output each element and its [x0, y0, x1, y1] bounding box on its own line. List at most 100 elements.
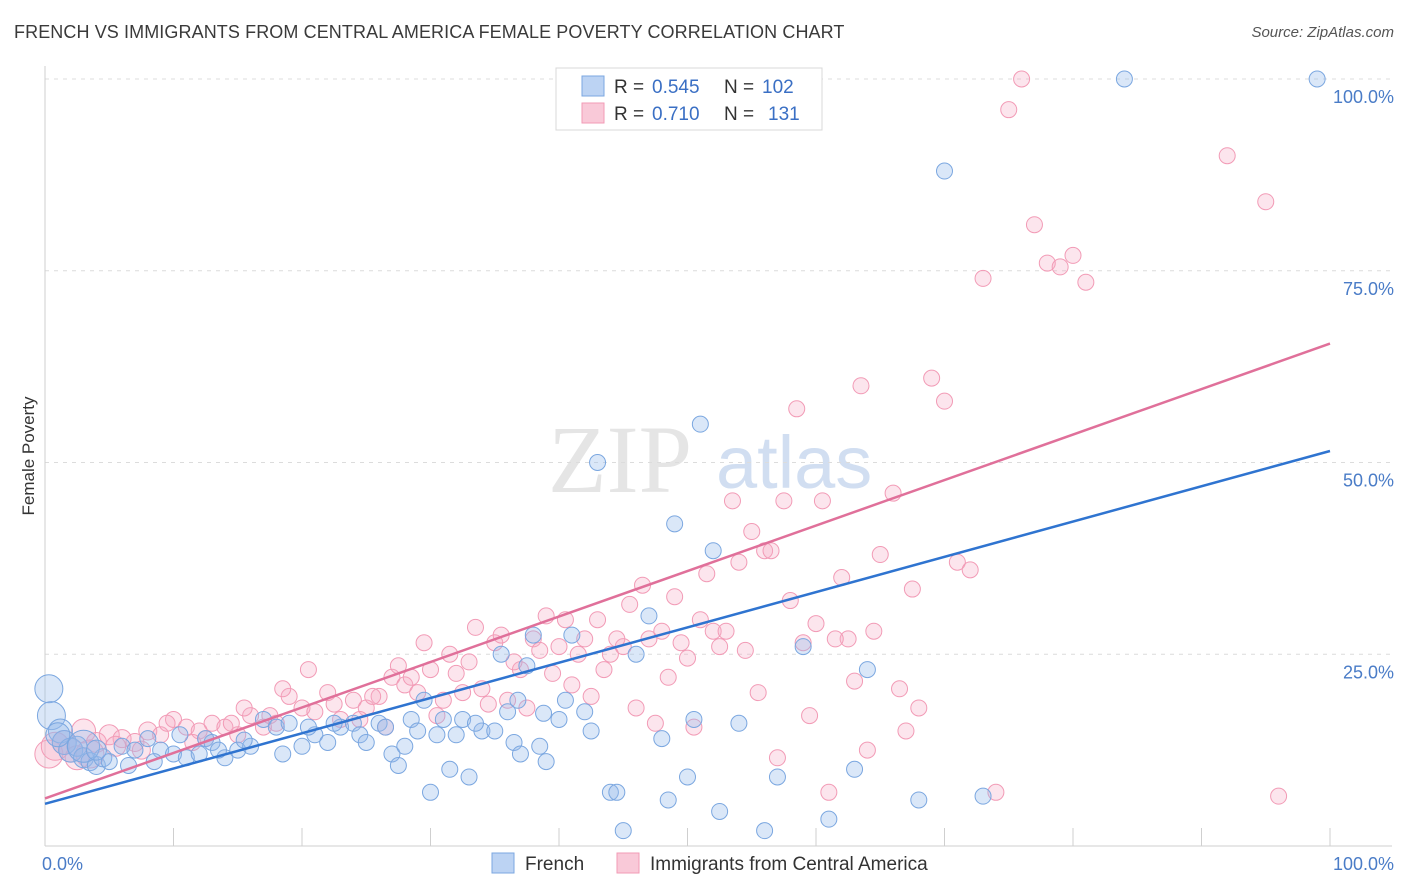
y-tick-labels: 25.0% 50.0% 75.0% 100.0%: [1333, 87, 1394, 682]
immigrants-point: [839, 630, 857, 648]
french-point: [486, 722, 504, 740]
french-point: [640, 607, 658, 625]
immigrants-point: [698, 565, 716, 583]
y-tick-label-50: 50.0%: [1343, 471, 1394, 491]
french-point: [51, 729, 77, 755]
french-point: [537, 753, 555, 771]
immigrants-point: [505, 653, 523, 671]
french-point: [666, 515, 684, 533]
french-point: [267, 718, 285, 736]
french-point: [171, 726, 189, 744]
immigrants-point: [666, 588, 684, 606]
french-point: [460, 768, 478, 786]
french-point: [319, 733, 337, 751]
french-point: [126, 741, 144, 759]
immigrants-point: [499, 691, 517, 709]
immigrants-point: [672, 634, 690, 652]
french-point: [357, 733, 375, 751]
french-point: [820, 810, 838, 828]
bottom-legend: French Immigrants from Central America: [491, 852, 928, 875]
french-point: [466, 714, 484, 732]
legend-n-label-french: N =: [724, 77, 754, 98]
immigrants-point: [936, 392, 953, 410]
immigrants-point: [749, 684, 767, 702]
french-point: [409, 722, 427, 740]
french-point: [274, 745, 292, 763]
french-point: [434, 710, 452, 728]
french-point: [910, 791, 928, 809]
immigrants-point: [846, 672, 864, 690]
french-point: [447, 726, 465, 744]
source-label: Source: ZipAtlas.com: [1251, 24, 1394, 41]
trend-lines: [44, 342, 1331, 806]
french-point: [704, 542, 722, 560]
immigrants-point: [736, 641, 754, 659]
french-point: [563, 626, 581, 644]
french-point: [67, 729, 101, 763]
french-point: [608, 783, 626, 801]
immigrants-point: [891, 680, 909, 698]
french-point: [45, 722, 71, 748]
immigrants-point: [370, 687, 388, 705]
french-point: [589, 454, 607, 471]
immigrants-point: [762, 542, 780, 560]
french-point: [235, 731, 253, 749]
immigrants-point: [852, 377, 870, 395]
immigrants-point: [768, 749, 786, 767]
french-point: [293, 737, 311, 755]
french-point: [756, 822, 774, 840]
immigrants-point: [364, 687, 382, 705]
y-tick-label-25: 25.0%: [1343, 662, 1394, 682]
french-point: [280, 714, 298, 732]
legend-n-value-french: 102: [762, 77, 794, 98]
immigrants-point: [415, 634, 433, 652]
immigrants-point: [807, 615, 825, 633]
immigrants-point: [274, 680, 292, 698]
immigrants-trend-line: [44, 342, 1331, 800]
immigrants-point: [897, 722, 915, 740]
immigrants-point: [235, 699, 253, 717]
french-point: [85, 739, 107, 761]
french-point: [582, 722, 600, 740]
immigrants-point: [923, 369, 941, 387]
french-point: [1308, 70, 1326, 88]
immigrants-point: [563, 676, 581, 694]
french-point: [550, 710, 568, 728]
y-tick-label-75: 75.0%: [1343, 279, 1394, 299]
french-point: [730, 714, 748, 732]
french-point: [936, 162, 953, 180]
french-point: [974, 787, 992, 805]
immigrants-point: [1025, 216, 1043, 234]
immigrants-point: [203, 714, 221, 732]
bottom-legend-swatch-french: [491, 852, 515, 874]
immigrants-point: [98, 724, 120, 746]
immigrants-point: [659, 668, 677, 686]
french-point: [768, 768, 786, 786]
legend-r-label-imm: R =: [614, 104, 644, 125]
french-point: [34, 674, 64, 704]
immigrants-point: [794, 634, 812, 652]
x-tick-label-100: 100.0%: [1333, 854, 1394, 874]
immigrants-point: [743, 523, 761, 541]
french-point: [846, 760, 864, 778]
immigrants-point: [544, 664, 562, 682]
immigrants-point: [595, 661, 613, 679]
immigrants-point: [582, 687, 600, 705]
immigrants-point: [801, 707, 819, 725]
french-point: [627, 645, 645, 663]
french-point: [113, 737, 131, 755]
french-point: [858, 661, 876, 679]
immigrants-point: [871, 546, 889, 564]
immigrants-point: [723, 492, 741, 510]
french-point: [441, 760, 459, 778]
immigrants-point: [826, 630, 844, 648]
immigrants-point: [820, 783, 838, 801]
immigrants-point: [974, 269, 992, 287]
french-points: [34, 70, 1326, 840]
french-point: [691, 415, 709, 433]
french-point: [679, 768, 696, 786]
french-point: [454, 710, 472, 728]
french-point: [100, 753, 118, 771]
bottom-legend-swatch-immigrants: [616, 852, 640, 874]
french-point: [531, 737, 549, 755]
